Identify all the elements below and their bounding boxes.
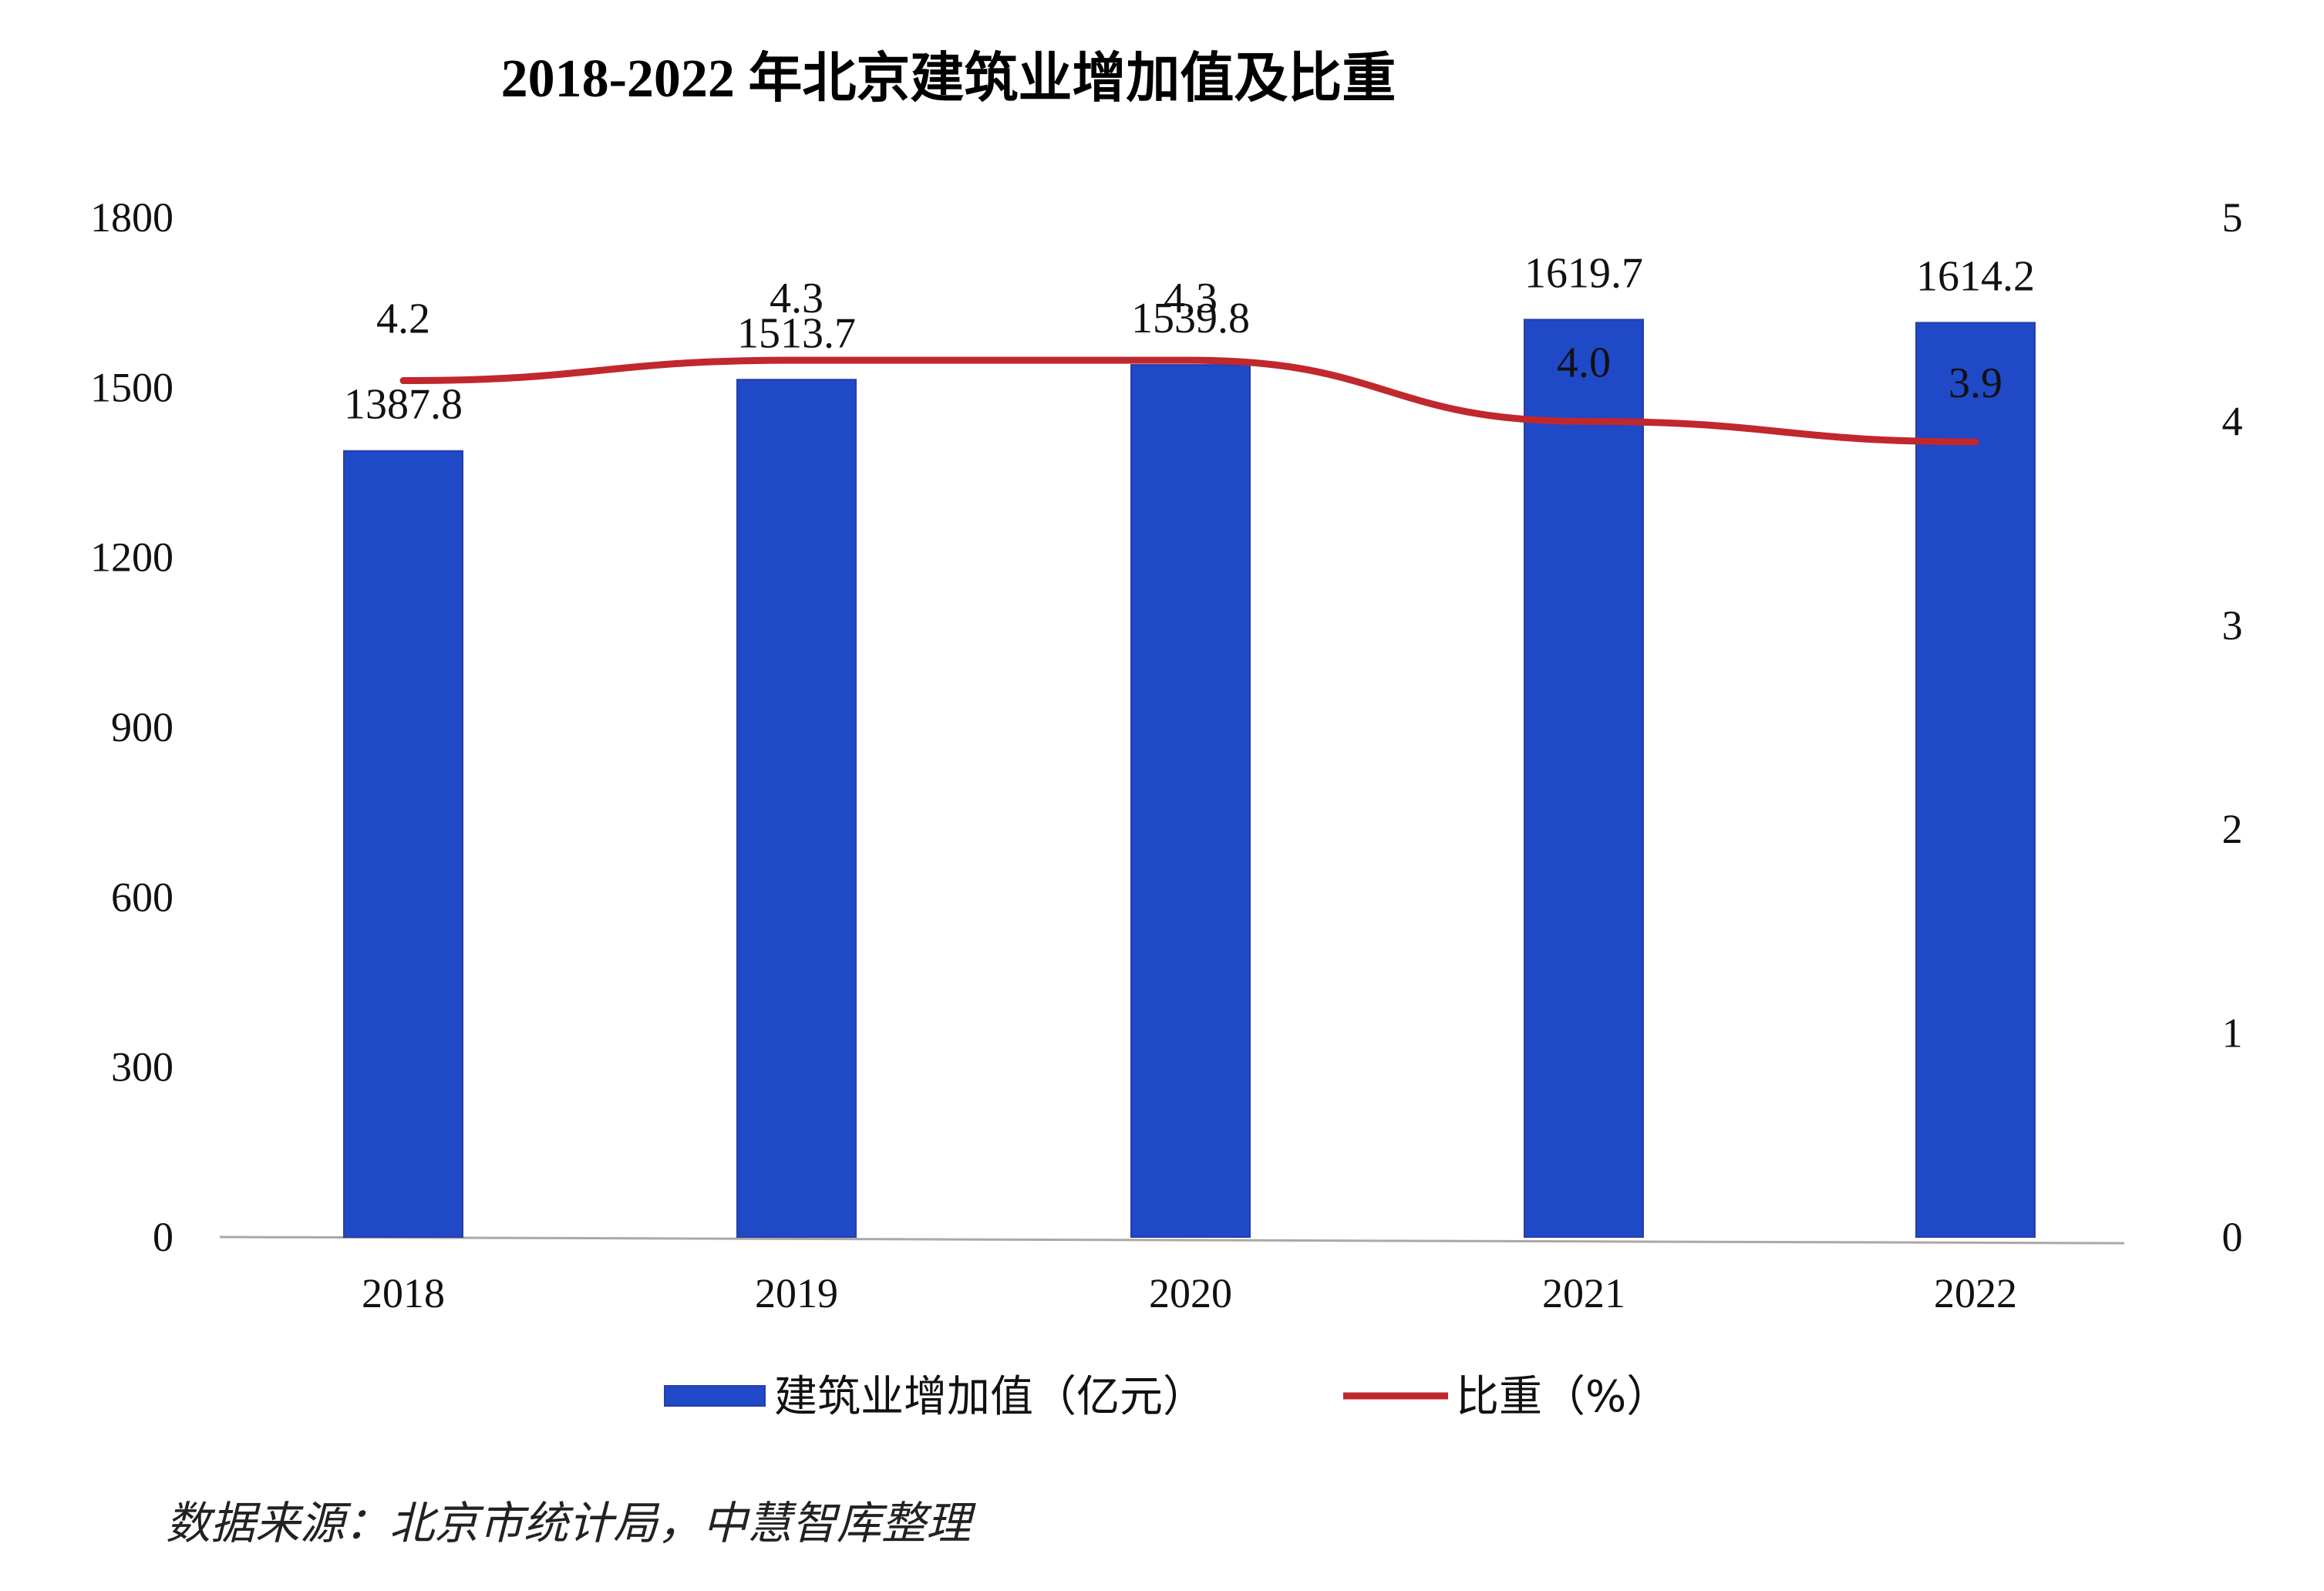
left-axis: 0 300 600 900 1200 1500 1800 bbox=[90, 194, 173, 1260]
line-value-label: 4.3 bbox=[770, 275, 824, 322]
left-tick-label: 900 bbox=[111, 704, 173, 750]
right-tick-label: 1 bbox=[2222, 1010, 2243, 1057]
right-axis: 0 1 2 3 4 5 bbox=[2222, 194, 2243, 1260]
left-tick-label: 1200 bbox=[90, 534, 173, 581]
right-tick-label: 2 bbox=[2222, 806, 2243, 852]
left-tick-label: 300 bbox=[111, 1044, 173, 1090]
bar bbox=[1915, 322, 2036, 1239]
chart-title: 2018-2022 年北京建筑业增加值及比重 bbox=[501, 49, 1396, 109]
bar-value-label: 1619.7 bbox=[1524, 249, 1643, 297]
x-tick-label: 2019 bbox=[755, 1270, 838, 1316]
line-value-label: 4.0 bbox=[1557, 339, 1611, 386]
legend-bar-swatch bbox=[664, 1385, 766, 1407]
x-tick-label: 2018 bbox=[362, 1270, 445, 1316]
ratio-line bbox=[399, 356, 1979, 446]
left-tick-label: 600 bbox=[111, 874, 173, 920]
bar bbox=[736, 379, 857, 1238]
bar-value-label: 1387.8 bbox=[344, 381, 463, 429]
x-axis: 2018 2019 2020 2021 2022 bbox=[362, 1270, 2017, 1316]
x-tick-label: 2020 bbox=[1149, 1270, 1232, 1316]
source-note: 数据来源：北京市统计局，中慧智库整理 bbox=[166, 1497, 976, 1549]
line-value-label: 4.3 bbox=[1164, 275, 1218, 322]
left-tick-label: 1500 bbox=[90, 364, 173, 410]
x-axis-line bbox=[219, 1235, 2125, 1245]
left-tick-label: 1800 bbox=[90, 194, 173, 241]
right-tick-label: 3 bbox=[2222, 602, 2243, 649]
bar-series: 1387.8 1513.7 1539.8 1619.7 1614.2 bbox=[343, 249, 2036, 1239]
line-value-label: 3.9 bbox=[1948, 359, 2002, 407]
line-series: 4.2 4.3 4.3 4.0 3.9 bbox=[376, 275, 2002, 446]
legend-line-label: 比重（%） bbox=[1456, 1372, 1669, 1422]
bar-value-label: 1614.2 bbox=[1916, 252, 2035, 300]
right-tick-label: 4 bbox=[2222, 398, 2243, 444]
bar bbox=[1524, 319, 1644, 1239]
x-tick-label: 2022 bbox=[1934, 1270, 2017, 1316]
right-tick-label: 0 bbox=[2222, 1214, 2243, 1260]
bar-value-label: 1513.7 bbox=[737, 309, 856, 357]
bar bbox=[1130, 364, 1251, 1239]
bar-value-label: 1539.8 bbox=[1131, 295, 1250, 342]
legend-bar-label: 建筑业增加值（亿元） bbox=[774, 1372, 1206, 1422]
left-tick-label: 0 bbox=[153, 1214, 173, 1260]
legend: 建筑业增加值（亿元） 比重（%） bbox=[664, 1372, 1669, 1422]
bar bbox=[343, 450, 463, 1238]
x-tick-label: 2021 bbox=[1542, 1270, 1625, 1316]
right-tick-label: 5 bbox=[2222, 194, 2243, 241]
line-value-label: 4.2 bbox=[376, 295, 430, 343]
